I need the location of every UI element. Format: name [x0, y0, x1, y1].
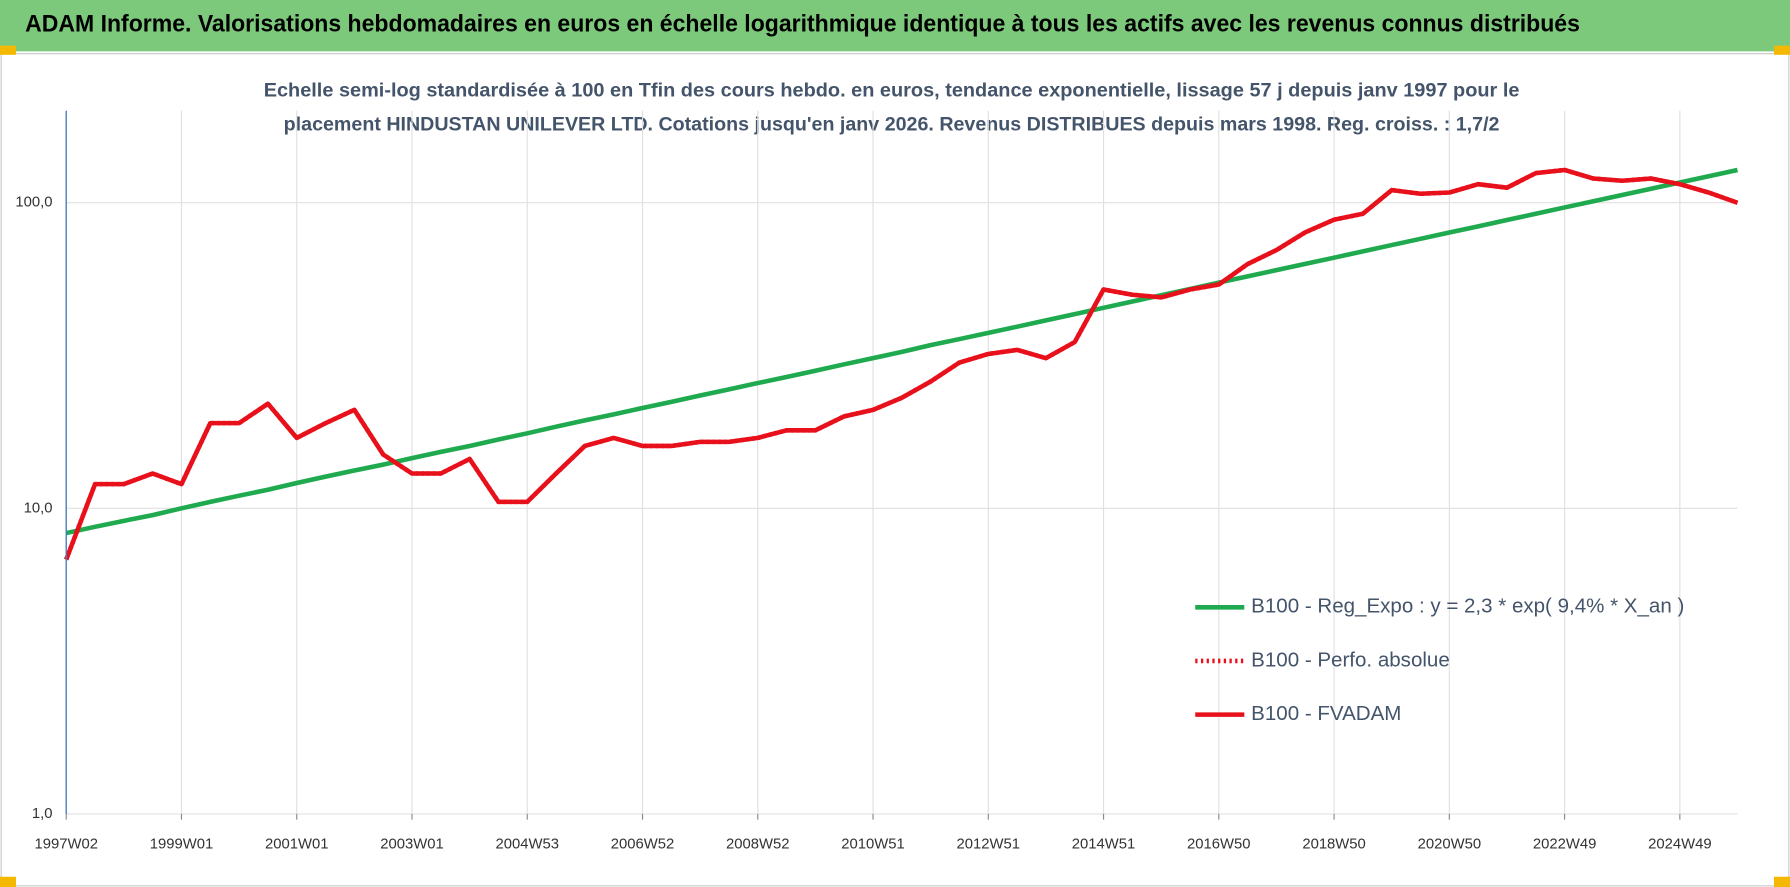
x-tick-label: 2018W50 — [1302, 837, 1365, 853]
x-tick-label: 2012W51 — [957, 837, 1020, 853]
legend: B100 - Reg_Expo : y = 2,3 * exp( 9,4% * … — [1195, 595, 1684, 725]
x-tick-label: 2024W49 — [1648, 837, 1711, 853]
y-tick-label: 1,0 — [32, 806, 53, 822]
corner — [1774, 876, 1790, 887]
legend-label: B100 - Reg_Expo : y = 2,3 * exp( 9,4% * … — [1251, 595, 1684, 618]
x-tick-label: 2022W49 — [1533, 837, 1596, 853]
chart-frame — [0, 53, 1790, 887]
corner — [0, 876, 16, 887]
chart-subtitle: placement HINDUSTAN UNILEVER LTD. Cotati… — [284, 114, 1500, 136]
corner — [0, 45, 16, 55]
x-tick-label: 2014W51 — [1072, 837, 1135, 853]
x-tick-label: 2003W01 — [380, 837, 443, 853]
header-title: ADAM Informe. Valorisations hebdomadaire… — [25, 10, 1580, 37]
chart-title: Echelle semi-log standardisée à 100 en T… — [264, 79, 1520, 101]
corner — [1774, 45, 1790, 55]
plot — [64, 167, 1739, 561]
data-line — [65, 167, 1738, 536]
grid: 1,0 10,0 100,0 1997W02 1999W01 2001W01 2003W01… — [15, 110, 1738, 853]
legend-label: B100 - FVADAM — [1251, 702, 1401, 725]
x-tick-label: 2004W53 — [496, 837, 559, 853]
x-tick-label: 2006W52 — [611, 837, 674, 853]
x-tick-label: 2016W50 — [1187, 837, 1250, 853]
x-tick-label: 2001W01 — [265, 837, 328, 853]
x-tick-label: 2020W50 — [1418, 837, 1481, 853]
y-tick-label: 10,0 — [24, 500, 53, 516]
header-bar — [0, 0, 1790, 52]
data-line — [64, 167, 1739, 561]
x-tick-label: 2008W52 — [726, 837, 789, 853]
x-tick-label: 1997W02 — [34, 837, 97, 853]
x-tick-label: 2010W51 — [841, 837, 904, 853]
y-tick-label: 100,0 — [15, 195, 52, 211]
x-tick-label: 1999W01 — [150, 837, 213, 853]
legend-label: B100 - Perfo. absolue — [1251, 648, 1450, 671]
